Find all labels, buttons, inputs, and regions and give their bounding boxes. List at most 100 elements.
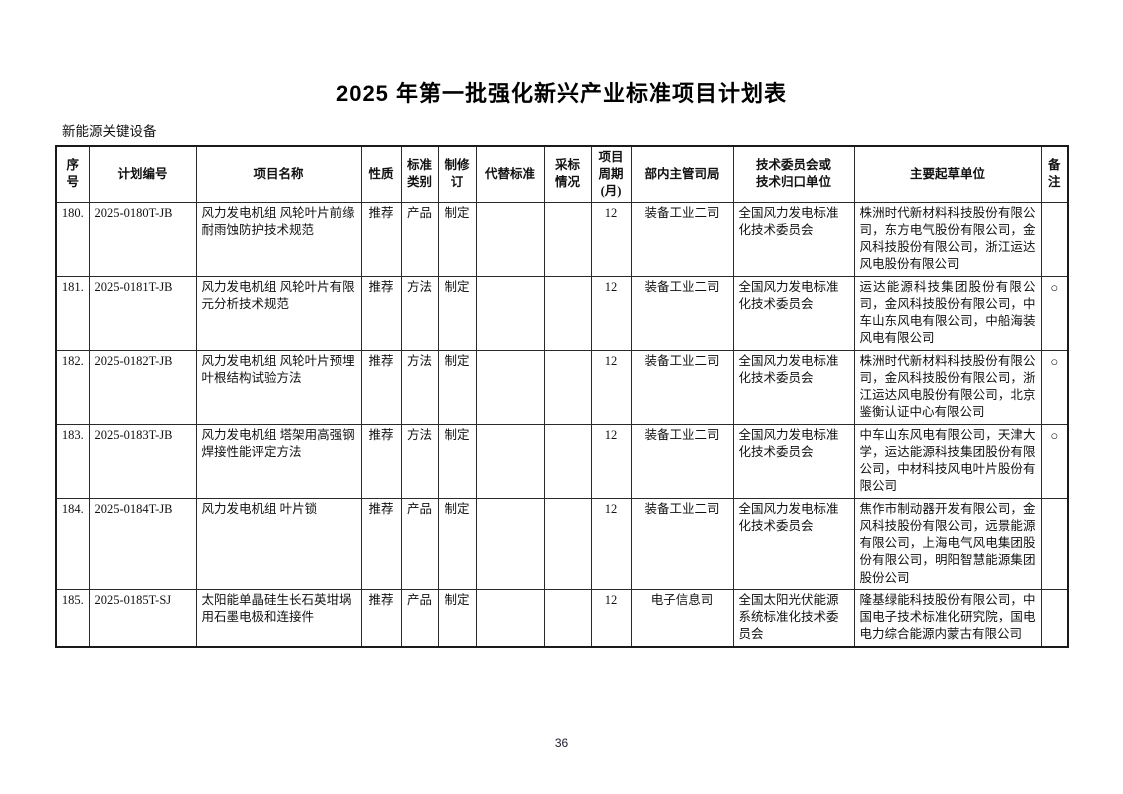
cell-project-cycle: 12 xyxy=(590,349,632,425)
cell-drafters: 株洲时代新材料科技股份有限公司，东方电气股份有限公司，金风科技股份有限公司，浙江… xyxy=(853,201,1042,277)
header-committee: 技术委员会或 技术归口单位 xyxy=(732,145,855,203)
header-category: 标准 类别 xyxy=(400,145,439,203)
cell-serial-no: 184. xyxy=(55,497,90,590)
cell-revision-type: 制定 xyxy=(437,588,477,648)
cell-plan-no: 2025-0184T-JB xyxy=(88,497,197,590)
cell-serial-no: 185. xyxy=(55,588,90,648)
cell-dept: 装备工业二司 xyxy=(630,497,734,590)
cell-adoption-status xyxy=(543,423,592,499)
cell-revision-type: 制定 xyxy=(437,423,477,499)
cell-plan-no: 2025-0182T-JB xyxy=(88,349,197,425)
cell-revision-type: 制定 xyxy=(437,349,477,425)
cell-adoption-status xyxy=(543,588,592,648)
section-label: 新能源关键设备 xyxy=(62,124,157,139)
cell-committee: 全国风力发电标准化技术委员会 xyxy=(732,201,855,277)
cell-replaced-standard xyxy=(475,588,545,648)
cell-plan-no: 2025-0181T-JB xyxy=(88,275,197,351)
cell-replaced-standard xyxy=(475,497,545,590)
cell-category: 产品 xyxy=(400,588,439,648)
cell-committee: 全国太阳光伏能源系统标准化技术委员会 xyxy=(732,588,855,648)
cell-serial-no: 183. xyxy=(55,423,90,499)
cell-remark xyxy=(1040,497,1069,590)
table-row: 180. 2025-0180T-JB 风力发电机组 风轮叶片前缘耐雨蚀防护技术规… xyxy=(55,201,1069,277)
cell-nature: 推荐 xyxy=(360,497,402,590)
cell-nature: 推荐 xyxy=(360,201,402,277)
cell-dept: 装备工业二司 xyxy=(630,423,734,499)
page-title: 2025 年第一批强化新兴产业标准项目计划表 xyxy=(335,81,788,106)
header-remark: 备 注 xyxy=(1040,145,1069,203)
cell-dept: 装备工业二司 xyxy=(630,349,734,425)
cell-drafters: 焦作市制动器开发有限公司，金风科技股份有限公司，远景能源有限公司，上海电气风电集… xyxy=(853,497,1042,590)
header-dept: 部内主管司局 xyxy=(630,145,734,203)
cell-remark xyxy=(1040,588,1069,648)
header-project-cycle: 项目 周期 (月) xyxy=(590,145,632,203)
cell-drafters: 中车山东风电有限公司，天津大学，运达能源科技集团股份有限公司，中材科技风电叶片股… xyxy=(853,423,1042,499)
cell-serial-no: 181. xyxy=(55,275,90,351)
cell-category: 方法 xyxy=(400,349,439,425)
cell-serial-no: 182. xyxy=(55,349,90,425)
table-row: 182. 2025-0182T-JB 风力发电机组 风轮叶片预埋叶根结构试验方法… xyxy=(55,349,1069,425)
cell-adoption-status xyxy=(543,201,592,277)
cell-dept: 装备工业二司 xyxy=(630,201,734,277)
cell-category: 产品 xyxy=(400,497,439,590)
table-row: 181. 2025-0181T-JB 风力发电机组 风轮叶片有限元分析技术规范 … xyxy=(55,275,1069,351)
cell-committee: 全国风力发电标准化技术委员会 xyxy=(732,275,855,351)
cell-replaced-standard xyxy=(475,275,545,351)
cell-remark xyxy=(1040,201,1069,277)
cell-committee: 全国风力发电标准化技术委员会 xyxy=(732,497,855,590)
cell-plan-no: 2025-0183T-JB xyxy=(88,423,197,499)
cell-plan-no: 2025-0180T-JB xyxy=(88,201,197,277)
cell-revision-type: 制定 xyxy=(437,275,477,351)
header-project-name: 项目名称 xyxy=(195,145,362,203)
header-revision-type: 制修 订 xyxy=(437,145,477,203)
cell-project-cycle: 12 xyxy=(590,588,632,648)
cell-drafters: 隆基绿能科技股份有限公司，中国电子技术标准化研究院，国电电力综合能源内蒙古有限公… xyxy=(853,588,1042,648)
standards-plan-table: 序 号 计划编号 项目名称 性质 标准 类别 制修 订 代替标准 采标 情况 项… xyxy=(55,145,1069,648)
cell-project-name: 风力发电机组 塔架用高强钢焊接性能评定方法 xyxy=(195,423,362,499)
cell-committee: 全国风力发电标准化技术委员会 xyxy=(732,349,855,425)
cell-project-name: 风力发电机组 叶片锁 xyxy=(195,497,362,590)
cell-dept: 装备工业二司 xyxy=(630,275,734,351)
cell-project-cycle: 12 xyxy=(590,201,632,277)
header-nature: 性质 xyxy=(360,145,402,203)
cell-category: 方法 xyxy=(400,423,439,499)
cell-nature: 推荐 xyxy=(360,423,402,499)
cell-project-cycle: 12 xyxy=(590,497,632,590)
cell-project-name: 风力发电机组 风轮叶片前缘耐雨蚀防护技术规范 xyxy=(195,201,362,277)
cell-remark: ○ xyxy=(1040,275,1069,351)
table-header-row: 序 号 计划编号 项目名称 性质 标准 类别 制修 订 代替标准 采标 情况 项… xyxy=(55,145,1069,203)
cell-replaced-standard xyxy=(475,349,545,425)
cell-project-name: 太阳能单晶硅生长石英坩埚用石墨电极和连接件 xyxy=(195,588,362,648)
cell-drafters: 株洲时代新材料科技股份有限公司，金风科技股份有限公司，浙江运达风电股份有限公司，… xyxy=(853,349,1042,425)
cell-remark: ○ xyxy=(1040,423,1069,499)
cell-project-cycle: 12 xyxy=(590,423,632,499)
cell-adoption-status xyxy=(543,349,592,425)
page-number: 36 xyxy=(554,736,569,750)
cell-adoption-status xyxy=(543,497,592,590)
cell-project-cycle: 12 xyxy=(590,275,632,351)
cell-nature: 推荐 xyxy=(360,588,402,648)
cell-project-name: 风力发电机组 风轮叶片有限元分析技术规范 xyxy=(195,275,362,351)
cell-category: 方法 xyxy=(400,275,439,351)
cell-replaced-standard xyxy=(475,423,545,499)
cell-serial-no: 180. xyxy=(55,201,90,277)
header-adoption-status: 采标 情况 xyxy=(543,145,592,203)
cell-adoption-status xyxy=(543,275,592,351)
cell-dept: 电子信息司 xyxy=(630,588,734,648)
header-replaced-standard: 代替标准 xyxy=(475,145,545,203)
header-drafters: 主要起草单位 xyxy=(853,145,1042,203)
cell-plan-no: 2025-0185T-SJ xyxy=(88,588,197,648)
cell-revision-type: 制定 xyxy=(437,201,477,277)
cell-replaced-standard xyxy=(475,201,545,277)
header-serial-no: 序 号 xyxy=(55,145,90,203)
header-plan-no: 计划编号 xyxy=(88,145,197,203)
table-row: 183. 2025-0183T-JB 风力发电机组 塔架用高强钢焊接性能评定方法… xyxy=(55,423,1069,499)
table-row: 185. 2025-0185T-SJ 太阳能单晶硅生长石英坩埚用石墨电极和连接件… xyxy=(55,588,1069,648)
cell-nature: 推荐 xyxy=(360,275,402,351)
cell-category: 产品 xyxy=(400,201,439,277)
cell-revision-type: 制定 xyxy=(437,497,477,590)
cell-drafters: 运达能源科技集团股份有限公司，金风科技股份有限公司，中车山东风电有限公司，中船海… xyxy=(853,275,1042,351)
cell-remark: ○ xyxy=(1040,349,1069,425)
table-row: 184. 2025-0184T-JB 风力发电机组 叶片锁 推荐 产品 制定 1… xyxy=(55,497,1069,590)
cell-project-name: 风力发电机组 风轮叶片预埋叶根结构试验方法 xyxy=(195,349,362,425)
